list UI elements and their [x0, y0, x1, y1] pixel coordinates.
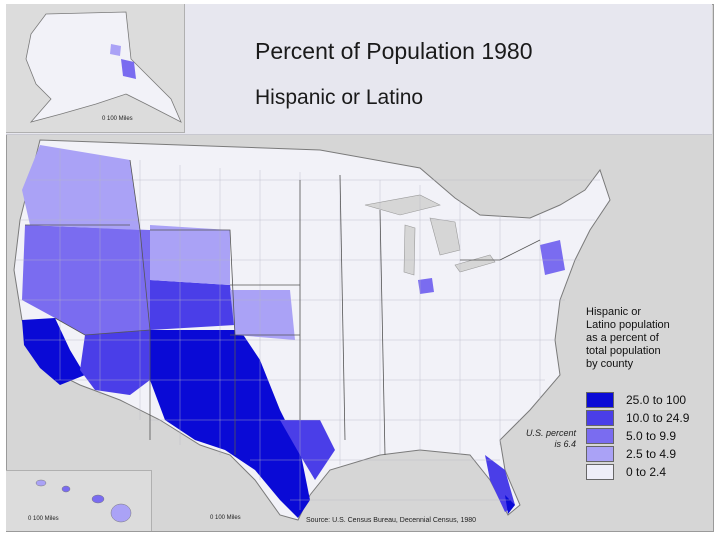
us-percent-line: U.S. percent	[526, 428, 577, 438]
hawaii-map	[35, 479, 132, 523]
region-great-basin-low	[22, 225, 150, 335]
legend-swatch	[586, 464, 614, 480]
legend-label: 2.5 to 4.9	[626, 447, 677, 461]
hawaii-island-big	[110, 503, 132, 523]
region-wyoming-low	[150, 225, 230, 285]
us-percent-line: is 6.4	[554, 439, 577, 449]
alaska-scale-label: 0 100 Miles	[102, 116, 133, 122]
alaska-landmass	[25, 11, 182, 123]
hawaii-inset: 0 100 Miles	[6, 470, 152, 531]
region-california-high	[22, 318, 85, 385]
lake-erie	[454, 254, 496, 273]
alaska-shaded-area-2	[110, 44, 121, 56]
legend-heading-line: by county	[586, 358, 634, 370]
legend-swatch	[586, 392, 614, 408]
alaska-map	[25, 11, 182, 123]
legend-item-25-100: 25.0 to 100	[586, 392, 711, 409]
legend-item-5-9.9: 5.0 to 9.9	[586, 428, 711, 445]
region-texas-east-mid	[280, 420, 335, 480]
legend-label: 25.0 to 100	[626, 393, 687, 407]
legend-heading: Hispanic or Latino population as a perce…	[586, 306, 670, 371]
legend-heading-line: total population	[586, 345, 661, 357]
region-southwest-high	[150, 330, 310, 518]
us-percent-note: U.S. percent is 6.4	[526, 428, 576, 450]
region-chicago-low	[418, 278, 434, 294]
legend-label: 0 to 2.4	[626, 465, 667, 479]
shading-regions	[22, 145, 565, 518]
legend-item-10-24.9: 10.0 to 24.9	[586, 410, 711, 427]
hawaii-island-oahu	[61, 485, 71, 493]
legend-heading-line: as a percent of	[586, 332, 659, 344]
map-subtitle: Hispanic or Latino	[255, 86, 424, 109]
legend-swatch	[586, 446, 614, 462]
hawaii-island-kauai	[35, 479, 47, 487]
alaska-shaded-area	[121, 59, 136, 79]
legend-label: 5.0 to 9.9	[626, 429, 677, 443]
legend-swatch	[586, 410, 614, 426]
contiguous-scale-label: 0 100 Miles	[210, 515, 241, 521]
lake-michigan	[403, 224, 416, 276]
legend-heading-line: Latino population	[586, 319, 670, 331]
legend-label: 10.0 to 24.9	[626, 411, 690, 425]
map-title: Percent of Population 1980	[255, 38, 533, 64]
lake-superior	[364, 194, 441, 216]
region-florida-high	[505, 495, 515, 514]
legend-item-0-2.4: 0 to 2.4	[586, 464, 711, 481]
region-arizona-mid	[80, 330, 150, 395]
state-borders	[25, 159, 541, 456]
legend-heading-line: Hispanic or	[586, 306, 642, 318]
region-kansas-low	[230, 290, 295, 340]
hawaii-scale-label: 0 100 Miles	[28, 516, 59, 522]
legend-item-2.5-4.9: 2.5 to 4.9	[586, 446, 711, 463]
alaska-inset: 0 100 Miles	[6, 4, 185, 133]
source-note: Source: U.S. Census Bureau, Decennial Ce…	[306, 517, 477, 524]
region-northeast-low	[540, 240, 565, 275]
hawaii-island-maui	[91, 494, 105, 504]
region-northwest-low	[22, 145, 140, 230]
region-colorado-mid	[150, 280, 235, 330]
legend-swatch	[586, 428, 614, 444]
